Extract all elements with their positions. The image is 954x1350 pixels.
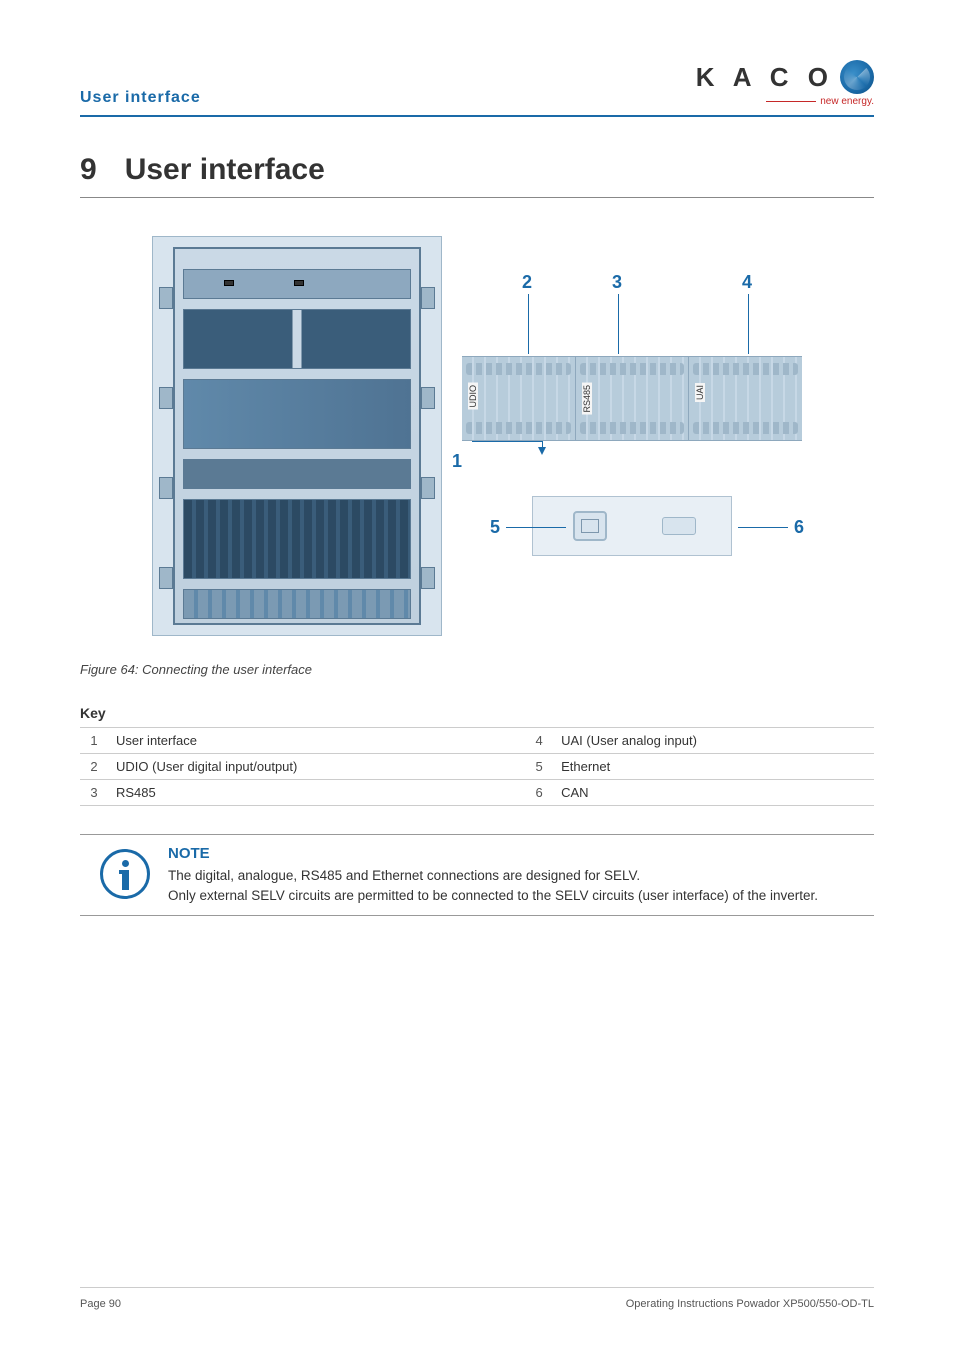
note-text-2: Only external SELV circuits are permitte… xyxy=(168,886,874,906)
key-num: 6 xyxy=(525,780,553,806)
key-text: RS485 xyxy=(108,780,525,806)
logo-tagline: new energy. xyxy=(766,96,874,107)
page-footer: Page 90 Operating Instructions Powador X… xyxy=(80,1287,874,1310)
callout-6: 6 xyxy=(794,517,804,538)
callout-5: 5 xyxy=(490,517,500,538)
callout-3: 3 xyxy=(612,272,622,293)
chapter-title: User interface xyxy=(125,153,325,187)
logo-text: K A C O xyxy=(696,62,834,93)
logo-main: K A C O xyxy=(696,60,874,94)
key-text: User interface xyxy=(108,728,525,754)
note-body: NOTE The digital, analogue, RS485 and Et… xyxy=(168,845,874,905)
connector-panel xyxy=(532,496,732,556)
key-heading: Key xyxy=(80,705,874,721)
callout-4: 4 xyxy=(742,272,752,293)
can-port-icon xyxy=(662,517,696,535)
key-text: UAI (User analog input) xyxy=(553,728,874,754)
note-title: NOTE xyxy=(168,845,874,862)
callout-2: 2 xyxy=(522,272,532,293)
ethernet-port-icon xyxy=(573,511,607,541)
footer-doc-title: Operating Instructions Powador XP500/550… xyxy=(626,1298,874,1310)
key-table: 1 User interface 4 UAI (User analog inpu… xyxy=(80,727,874,806)
key-num: 1 xyxy=(80,728,108,754)
terminal-udio: UDIO xyxy=(462,357,575,440)
chapter-rule xyxy=(80,197,874,198)
chapter-number: 9 xyxy=(80,153,97,187)
key-num: 3 xyxy=(80,780,108,806)
logo-swirl-icon xyxy=(840,60,874,94)
note-block: NOTE The digital, analogue, RS485 and Et… xyxy=(80,834,874,916)
header-section-title: User interface xyxy=(80,89,201,107)
callout-1: 1 xyxy=(452,451,462,472)
figure-detail-illustration: 2 3 4 UDIO RS485 UAI 1 xyxy=(462,236,802,636)
terminal-label-uai: UAI xyxy=(695,383,705,402)
terminal-label-udio: UDIO xyxy=(468,383,478,410)
key-num: 4 xyxy=(525,728,553,754)
brand-logo: K A C O new energy. xyxy=(696,60,874,107)
page: User interface K A C O new energy. 9 Use… xyxy=(0,0,954,1350)
table-row: 3 RS485 6 CAN xyxy=(80,780,874,806)
figure-cabinet-illustration xyxy=(152,236,442,636)
chapter-heading: 9 User interface xyxy=(80,153,874,187)
figure-caption: Figure 64: Connecting the user interface xyxy=(80,662,874,677)
figure-container: 2 3 4 UDIO RS485 UAI 1 xyxy=(80,226,874,656)
key-text: CAN xyxy=(553,780,874,806)
cabinet-frame xyxy=(173,247,421,625)
page-header: User interface K A C O new energy. xyxy=(80,60,874,117)
terminal-uai: UAI xyxy=(688,357,802,440)
terminal-strip: UDIO RS485 UAI xyxy=(462,356,802,441)
info-icon xyxy=(100,849,150,899)
terminal-label-rs485: RS485 xyxy=(582,383,592,415)
footer-page: Page 90 xyxy=(80,1298,121,1310)
table-row: 2 UDIO (User digital input/output) 5 Eth… xyxy=(80,754,874,780)
terminal-rs485: RS485 xyxy=(575,357,689,440)
key-num: 2 xyxy=(80,754,108,780)
key-text: Ethernet xyxy=(553,754,874,780)
note-text-1: The digital, analogue, RS485 and Etherne… xyxy=(168,866,874,886)
key-text: UDIO (User digital input/output) xyxy=(108,754,525,780)
key-num: 5 xyxy=(525,754,553,780)
table-row: 1 User interface 4 UAI (User analog inpu… xyxy=(80,728,874,754)
